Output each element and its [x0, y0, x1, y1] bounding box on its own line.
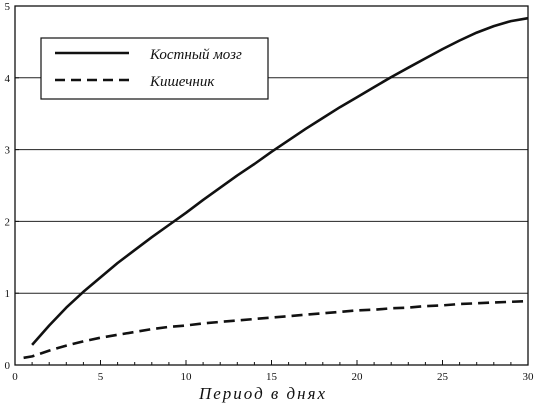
x-tick-label: 30: [523, 371, 534, 383]
y-tick-label: 3: [5, 145, 11, 157]
x-tick-label: 25: [437, 371, 449, 383]
x-tick-label: 0: [12, 371, 18, 383]
y-tick-label: 2: [5, 216, 11, 228]
x-tick-label: 5: [98, 371, 104, 383]
series-line-dashed: [24, 301, 528, 358]
x-tick-label: 20: [352, 371, 364, 383]
legend-label: Кишечник: [149, 74, 215, 90]
y-tick-label: 1: [5, 288, 11, 300]
x-tick-label: 10: [181, 371, 193, 383]
y-tick-label: 4: [5, 73, 11, 85]
y-tick-label: 0: [5, 360, 11, 372]
legend-label: Костный мозг: [149, 47, 242, 63]
y-tick-label: 5: [5, 1, 11, 13]
grid: [15, 78, 528, 293]
x-tick-label: 15: [266, 371, 278, 383]
x-axis-label: Период в днях: [198, 384, 327, 403]
legend: Костный мозг Кишечник: [41, 38, 268, 99]
